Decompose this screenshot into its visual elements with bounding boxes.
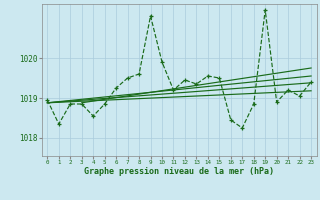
X-axis label: Graphe pression niveau de la mer (hPa): Graphe pression niveau de la mer (hPa): [84, 167, 274, 176]
